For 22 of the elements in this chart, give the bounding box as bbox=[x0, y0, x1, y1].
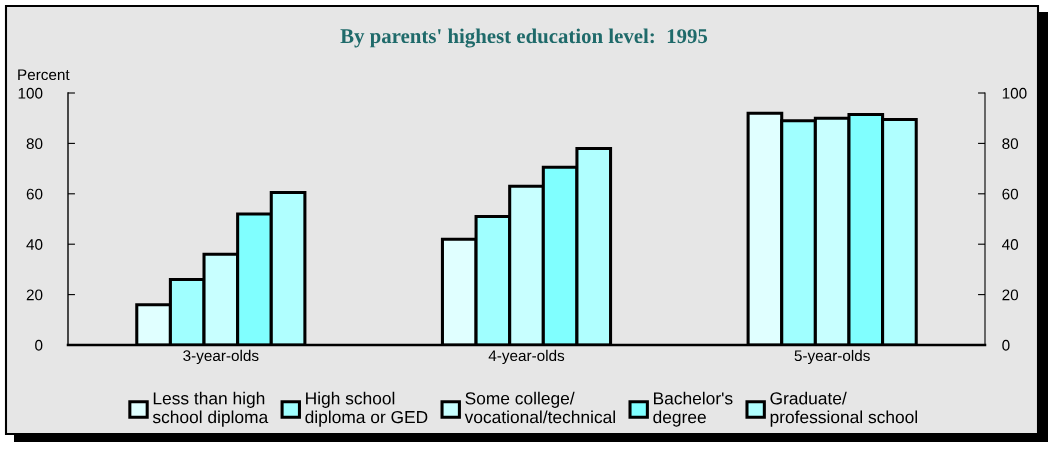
legend-label: Bachelor's degree bbox=[653, 391, 733, 427]
y2-tick-label: 60 bbox=[1002, 188, 1019, 200]
y-tick-label: 80 bbox=[26, 138, 43, 150]
y2-tick-label: 40 bbox=[1002, 239, 1019, 250]
y2-tick-label: 80 bbox=[1002, 138, 1019, 150]
legend-label: High school diploma or GED bbox=[305, 391, 428, 427]
y-tick-label: 60 bbox=[26, 188, 43, 200]
x-tick-label: 5-year-olds bbox=[794, 349, 870, 365]
y-tick-label: 20 bbox=[26, 289, 43, 301]
x-tick-label: 4-year-olds bbox=[488, 349, 565, 365]
y2-tick-label: 100 bbox=[1002, 87, 1027, 99]
chart-title: By parents' highest education level: 1995 bbox=[340, 28, 708, 48]
x-tick-label: 3-year-olds bbox=[183, 349, 259, 365]
y-tick-label: 40 bbox=[26, 239, 43, 250]
y2-tick-label: 0 bbox=[1002, 339, 1010, 351]
legend-label: Graduate/ professional school bbox=[770, 391, 918, 427]
y-tick-label: 0 bbox=[35, 339, 43, 351]
legend-label: Some college/ vocational/technical bbox=[464, 391, 615, 424]
y-axis-title: Percent bbox=[18, 69, 70, 81]
y-tick-label: 100 bbox=[18, 87, 43, 99]
y2-tick-label: 20 bbox=[1002, 289, 1019, 301]
legend-label: Less than high school diploma bbox=[152, 391, 269, 427]
